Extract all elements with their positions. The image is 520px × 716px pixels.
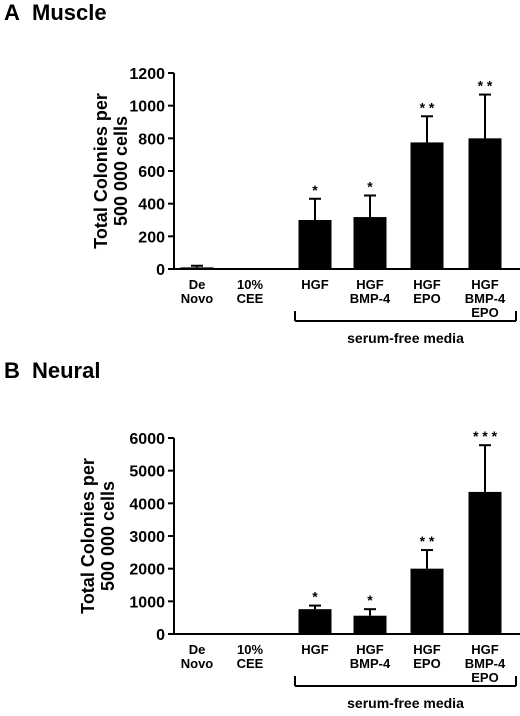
significance-marker: * [312, 589, 318, 605]
category-label: 10% [237, 642, 263, 657]
y-axis-title-line: 500 000 cells [98, 481, 118, 591]
group-bracket-label: serum-free media [347, 330, 464, 346]
panel-a-letter: A [4, 0, 20, 25]
category-label: HGF [301, 642, 329, 657]
bar [468, 138, 502, 269]
y-tick-label: 3000 [129, 529, 165, 546]
y-tick-label: 5000 [129, 464, 165, 481]
category-label: HGF [471, 642, 499, 657]
category-label: EPO [413, 656, 440, 671]
bar [180, 267, 214, 269]
y-tick-label: 0 [156, 262, 165, 279]
y-tick-label: 800 [138, 131, 165, 148]
significance-marker: * * [478, 78, 493, 94]
y-tick-label: 6000 [129, 431, 165, 448]
bar [353, 615, 387, 634]
y-axis-title-line: 500 000 cells [111, 116, 131, 226]
significance-marker: * * [420, 533, 435, 549]
category-label: CEE [237, 656, 264, 671]
significance-marker: * [367, 179, 373, 195]
category-label: HGF [356, 277, 384, 292]
panel-b-title: B Neural [4, 358, 100, 384]
category-label: 10% [237, 277, 263, 292]
significance-marker: * [367, 592, 373, 608]
bar [298, 220, 332, 269]
significance-marker: * * [420, 99, 435, 115]
y-tick-label: 1200 [129, 66, 165, 83]
panel-a-title: A Muscle [4, 0, 107, 26]
group-bracket-label: serum-free media [347, 695, 464, 711]
y-tick-label: 1000 [129, 594, 165, 611]
y-axis-title-line: Total Colonies per [78, 458, 98, 614]
category-label: De [189, 642, 206, 657]
bar [298, 609, 332, 634]
panel-b-name: Neural [32, 358, 101, 383]
y-axis-title-line: Total Colonies per [91, 93, 111, 249]
category-label: HGF [356, 642, 384, 657]
category-label: HGF [471, 277, 499, 292]
y-tick-label: 1000 [129, 99, 165, 116]
y-tick-label: 400 [138, 197, 165, 214]
category-label: HGF [413, 277, 441, 292]
category-label: Novo [181, 656, 214, 671]
category-label: CEE [237, 291, 264, 306]
category-label: BMP-4 [350, 291, 391, 306]
y-axis-title: Total Colonies per500 000 cells [78, 458, 118, 614]
bar [410, 568, 444, 634]
category-label: De [189, 277, 206, 292]
chart-a: 0 200 400 600 800 1000 1200 Total Colonies per5… [91, 66, 520, 346]
panel-b-letter: B [4, 358, 20, 383]
category-label: BMP-4 [465, 291, 506, 306]
category-label: HGF [301, 277, 329, 292]
y-tick-label: 600 [138, 164, 165, 181]
category-label: BMP-4 [350, 656, 391, 671]
category-label: HGF [413, 642, 441, 657]
category-label: BMP-4 [465, 656, 506, 671]
chart-b: 0 1000 2000 3000 4000 5000 6000 Total Colonies … [78, 428, 520, 711]
y-tick-label: 200 [138, 229, 165, 246]
bar [468, 491, 502, 634]
category-label: EPO [471, 670, 498, 685]
y-tick-label: 4000 [129, 496, 165, 513]
y-axis-title: Total Colonies per500 000 cells [91, 93, 131, 249]
bar [410, 142, 444, 269]
significance-marker: * [312, 182, 318, 198]
bar [353, 217, 387, 269]
y-tick-label: 0 [156, 627, 165, 644]
category-label: EPO [413, 291, 440, 306]
category-label: Novo [181, 291, 214, 306]
panel-a-name: Muscle [32, 0, 107, 25]
significance-marker: * * * [473, 428, 498, 444]
category-label: EPO [471, 305, 498, 320]
y-tick-label: 2000 [129, 562, 165, 579]
